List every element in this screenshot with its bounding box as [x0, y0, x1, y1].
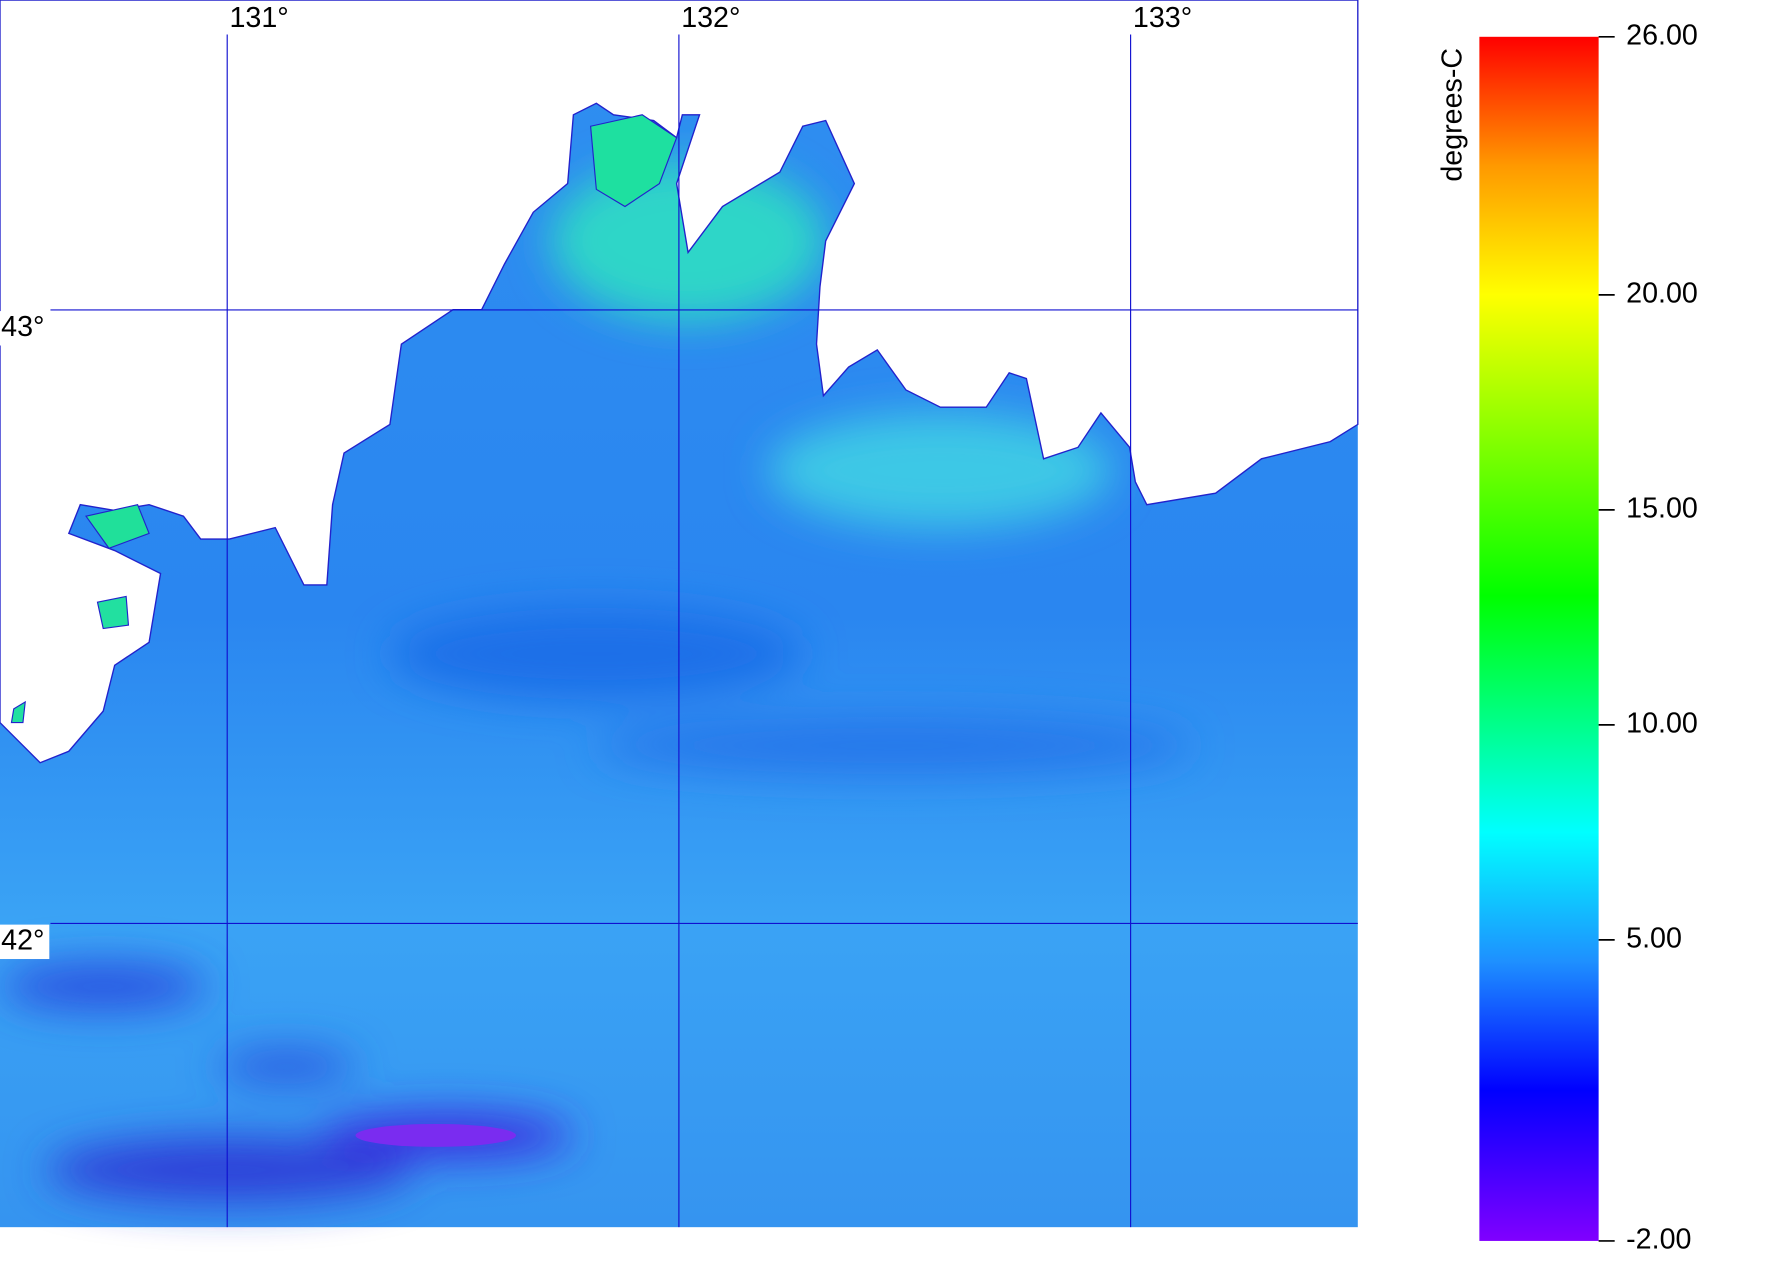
- lon-label: 132°: [681, 2, 740, 34]
- colorbar-tick-label: -2.00: [1626, 1224, 1691, 1256]
- lat-label-bg: [0, 311, 50, 346]
- lat-label: 43°: [1, 311, 44, 343]
- colorbar-tick-label: 15.00: [1626, 492, 1698, 524]
- colorbar-label: degrees-C: [1437, 48, 1469, 182]
- colorbar: 26.00 20.00 15.00 10.00 5.00 -2.00: [1479, 19, 1698, 1256]
- lakes: [10, 114, 678, 724]
- colorbar-tick-label: 10.00: [1626, 707, 1698, 739]
- graticule: 131° 132° 133° 43° 42°: [0, 2, 1358, 1228]
- lon-label: 131°: [229, 2, 288, 34]
- lon-label: 133°: [1133, 2, 1192, 34]
- colorbar-tick-label: 20.00: [1626, 277, 1698, 309]
- land: [0, 0, 1359, 764]
- colorbar-ramp: [1479, 36, 1599, 1241]
- colorbar-tick-label: 5.00: [1626, 922, 1682, 954]
- colorbar-tick-label: 26.00: [1626, 19, 1698, 51]
- lat-label: 42°: [1, 924, 44, 956]
- lat-label-bg: [0, 924, 50, 960]
